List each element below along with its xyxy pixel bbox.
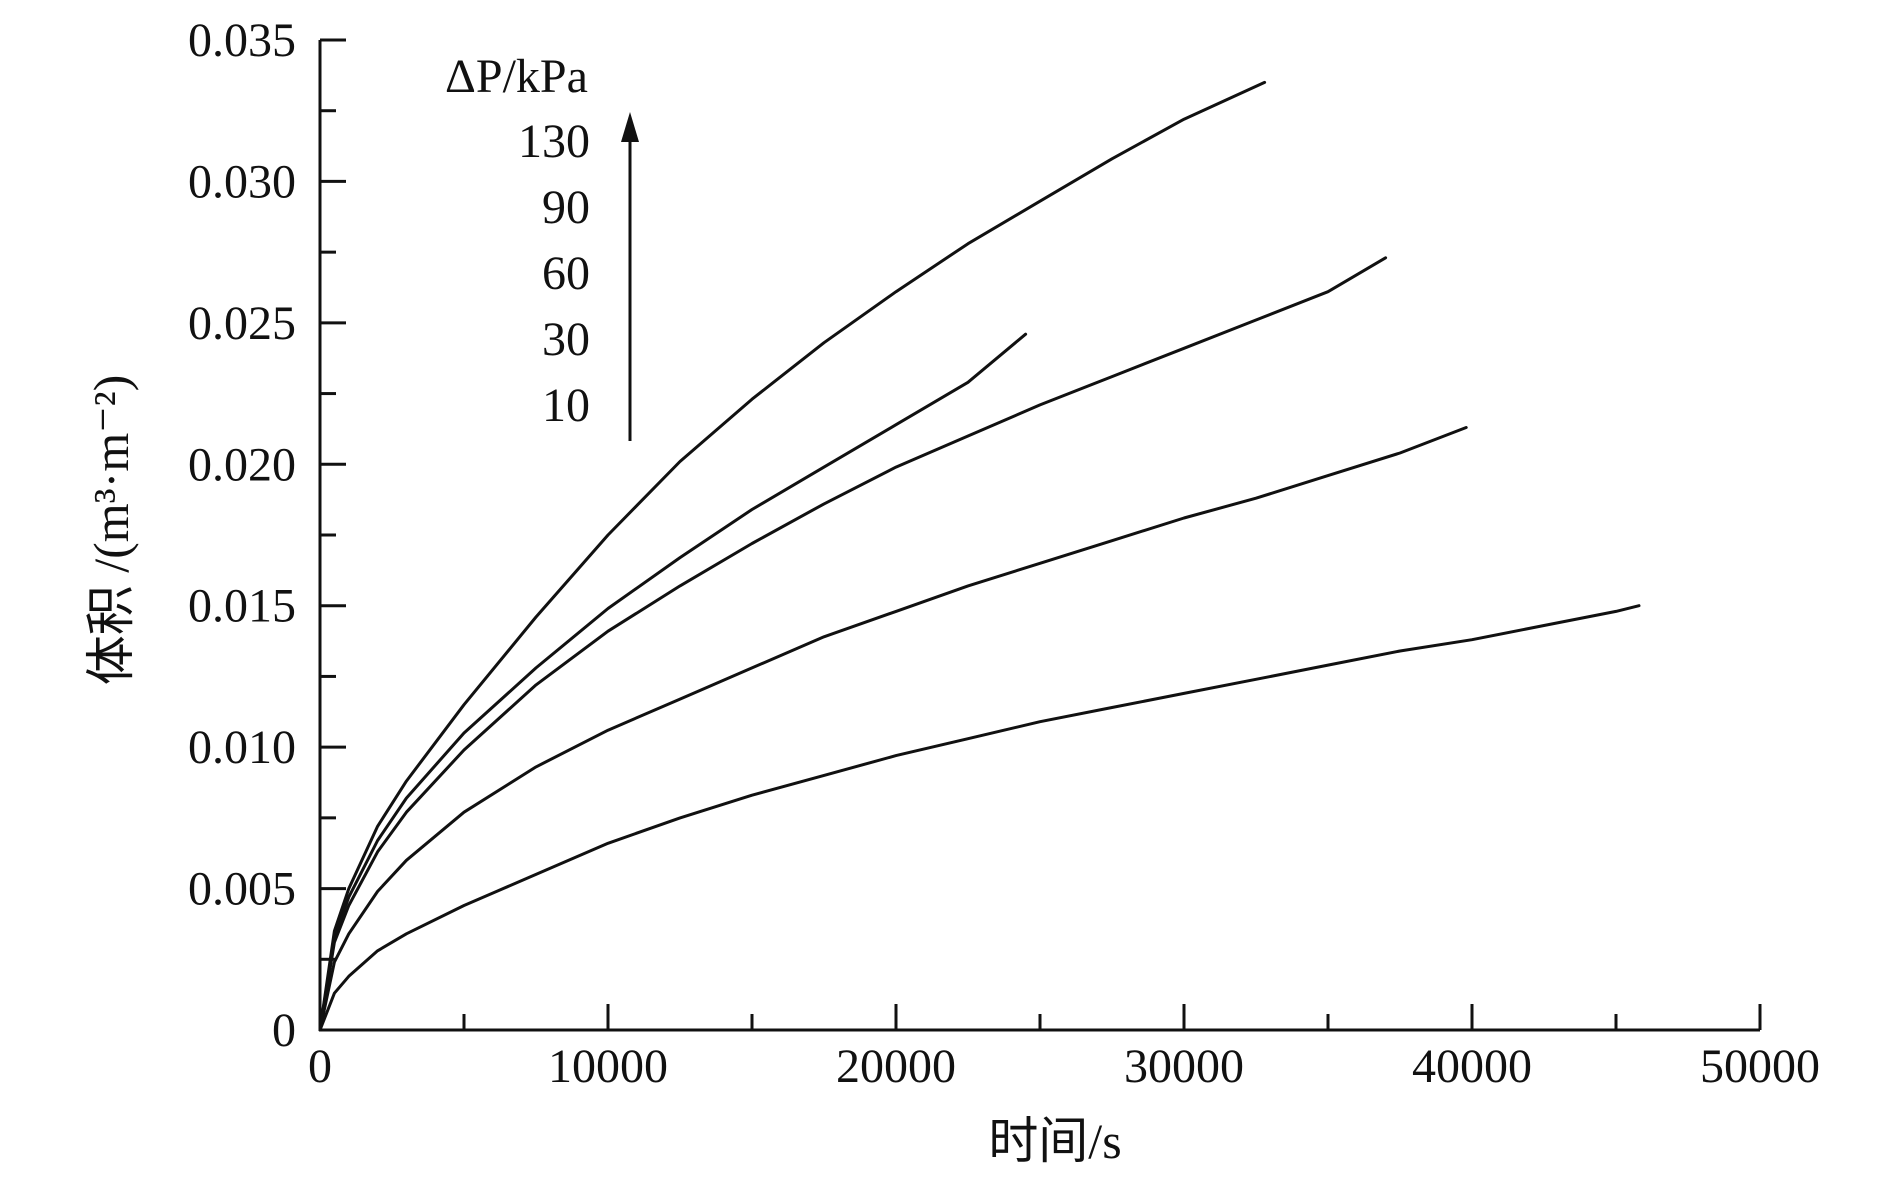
legend-entry: 90	[542, 181, 590, 234]
x-tick-label: 50000	[1700, 1040, 1820, 1093]
x-tick-label: 40000	[1412, 1040, 1532, 1093]
series-line-130	[318, 80, 1267, 1032]
x-tick-label: 20000	[836, 1040, 956, 1093]
axis-ticks	[320, 38, 1762, 1030]
series-line-60	[318, 256, 1388, 1032]
x-tick-label: 0	[308, 1040, 332, 1093]
series-line-30	[318, 426, 1468, 1032]
axis-tick-labels: 0 10000 20000 30000 40000 50000 0 0.005 0.010 0.0…	[188, 14, 1820, 1093]
y-tick-label: 0.035	[188, 14, 296, 67]
y-tick-label: 0.005	[188, 863, 296, 916]
legend-entries: 130 90 60 30 10	[518, 115, 590, 432]
legend-entry: 60	[542, 247, 590, 300]
x-tick-label: 30000	[1124, 1040, 1244, 1093]
y-axis-label: 体积 /(m³·m⁻²)	[83, 375, 139, 686]
series-line-90	[318, 332, 1028, 1032]
y-tick-label: 0.010	[188, 721, 296, 774]
y-tick-label: 0.030	[188, 155, 296, 208]
series-line-10	[318, 604, 1641, 1032]
x-tick-label: 10000	[548, 1040, 668, 1093]
y-tick-label: 0	[272, 1004, 296, 1057]
y-tick-label: 0.015	[188, 580, 296, 633]
legend-entry: 30	[542, 313, 590, 366]
data-series	[318, 80, 1641, 1032]
y-tick-label: 0.025	[188, 297, 296, 350]
legend-title: ΔP/kPa	[445, 50, 588, 103]
legend-entry: 130	[518, 115, 590, 168]
legend: ΔP/kPa 130 90 60 30 10	[445, 50, 639, 441]
legend-entry: 10	[542, 379, 590, 432]
x-axis-label: 时间/s	[988, 1113, 1121, 1169]
legend-arrow-head	[621, 112, 639, 142]
y-tick-label: 0.020	[188, 438, 296, 491]
